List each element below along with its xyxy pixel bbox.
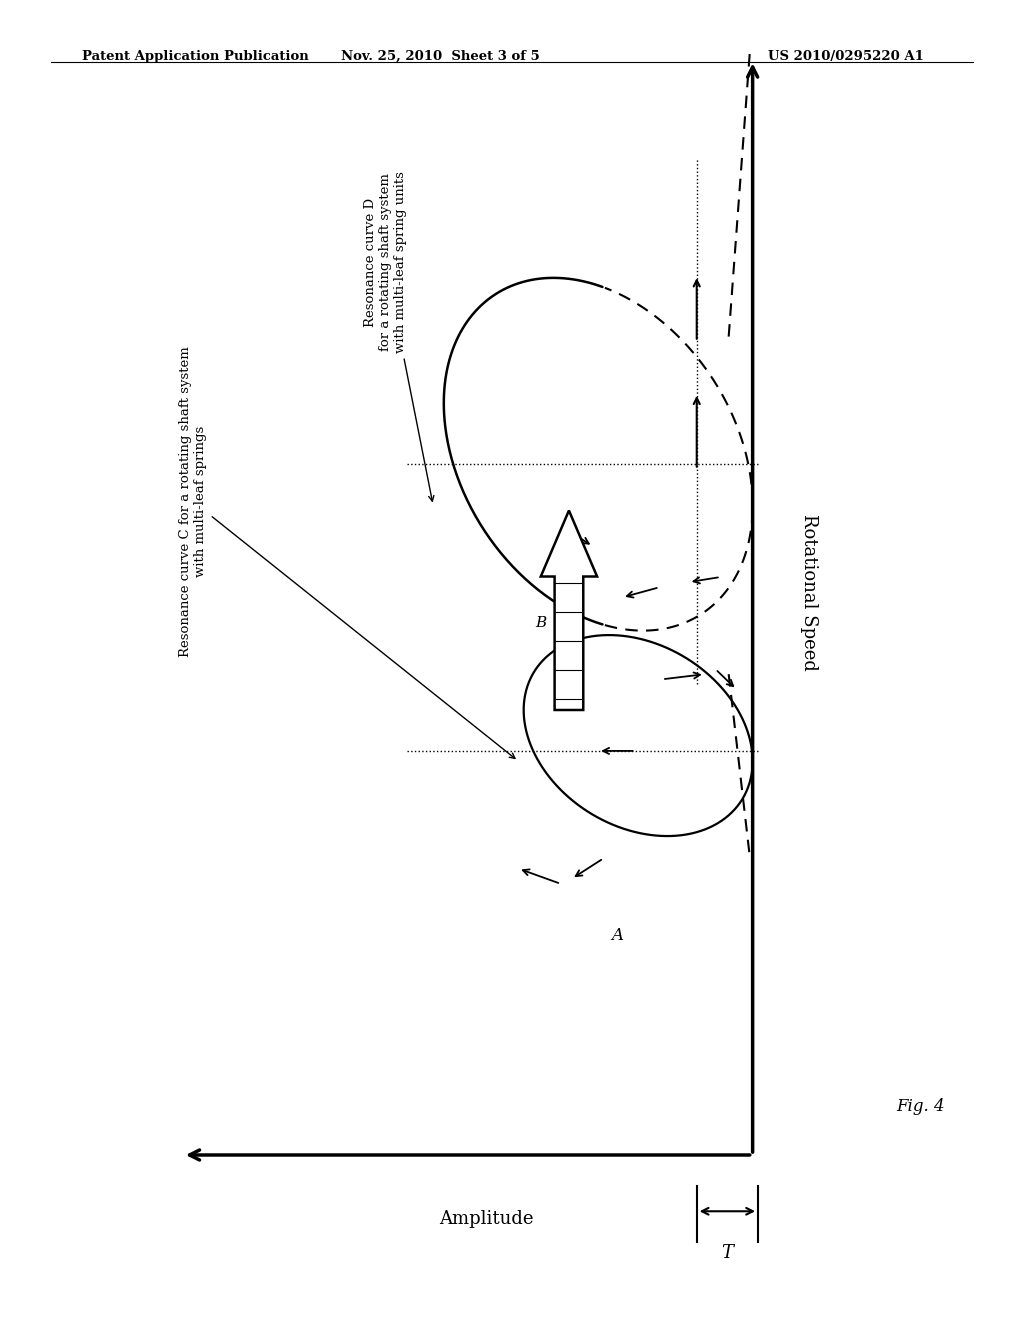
Text: A: A bbox=[611, 927, 623, 944]
Text: Nov. 25, 2010  Sheet 3 of 5: Nov. 25, 2010 Sheet 3 of 5 bbox=[341, 50, 540, 63]
Text: US 2010/0295220 A1: US 2010/0295220 A1 bbox=[768, 50, 924, 63]
FancyArrow shape bbox=[541, 511, 597, 710]
Text: Rotational Speed: Rotational Speed bbox=[800, 513, 818, 671]
Text: B: B bbox=[536, 616, 547, 631]
Text: Fig. 4: Fig. 4 bbox=[896, 1098, 944, 1115]
Text: Patent Application Publication: Patent Application Publication bbox=[82, 50, 308, 63]
Text: Resonance curve D
for a rotating shaft system
with multi-leaf spring units: Resonance curve D for a rotating shaft s… bbox=[364, 172, 434, 502]
Text: Resonance curve C for a rotating shaft system
with multi-leaf springs: Resonance curve C for a rotating shaft s… bbox=[179, 346, 515, 759]
Text: Amplitude: Amplitude bbox=[439, 1210, 534, 1229]
Text: T: T bbox=[721, 1245, 733, 1262]
